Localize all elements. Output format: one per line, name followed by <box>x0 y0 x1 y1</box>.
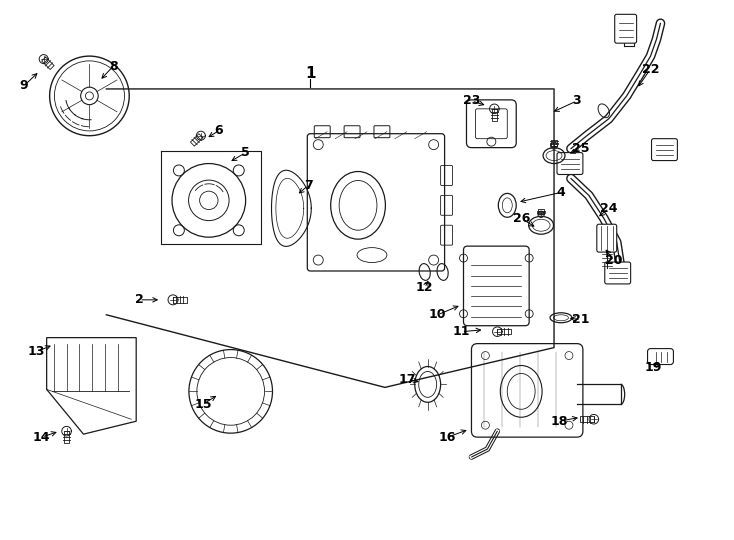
Text: 2: 2 <box>135 293 144 306</box>
FancyBboxPatch shape <box>605 262 631 284</box>
Text: 17: 17 <box>399 373 416 386</box>
Text: 26: 26 <box>512 212 530 225</box>
Text: 10: 10 <box>429 308 446 321</box>
FancyBboxPatch shape <box>614 15 636 43</box>
Text: 4: 4 <box>556 186 565 199</box>
Text: 25: 25 <box>572 142 589 155</box>
Text: 6: 6 <box>214 124 223 137</box>
Text: 8: 8 <box>109 59 117 72</box>
Text: 13: 13 <box>28 345 46 358</box>
Text: 19: 19 <box>645 361 662 374</box>
Text: 5: 5 <box>241 146 250 159</box>
Text: 1: 1 <box>305 65 316 80</box>
Text: 18: 18 <box>550 415 567 428</box>
Text: 11: 11 <box>453 325 470 338</box>
Text: 16: 16 <box>439 430 457 444</box>
Text: 9: 9 <box>20 79 28 92</box>
FancyBboxPatch shape <box>597 224 617 252</box>
Text: 21: 21 <box>572 313 589 326</box>
Text: 7: 7 <box>304 179 313 192</box>
Text: 12: 12 <box>416 281 434 294</box>
Text: 3: 3 <box>573 94 581 107</box>
Text: 15: 15 <box>194 398 211 411</box>
Text: 22: 22 <box>642 63 659 76</box>
Text: 14: 14 <box>33 430 51 444</box>
Text: 23: 23 <box>462 94 480 107</box>
FancyBboxPatch shape <box>557 153 583 174</box>
FancyBboxPatch shape <box>652 139 677 160</box>
Text: 24: 24 <box>600 202 617 215</box>
Text: 20: 20 <box>605 254 622 267</box>
